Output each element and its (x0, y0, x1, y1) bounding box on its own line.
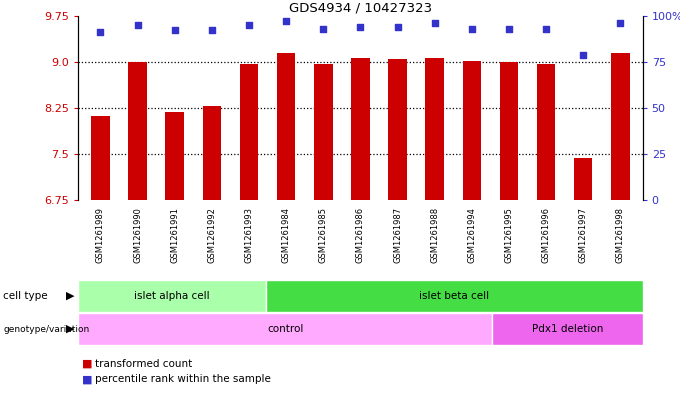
Bar (351, 58, 370, 200)
Point (355, 24, 366, 30)
Text: GSM1261984: GSM1261984 (282, 207, 290, 263)
Bar (462, 61, 481, 200)
Point (207, 28, 218, 34)
Text: cell type: cell type (3, 291, 48, 301)
Text: GSM1261994: GSM1261994 (467, 207, 476, 263)
Bar (277, 53, 295, 200)
Point (281, 18, 292, 24)
Text: GSM1261988: GSM1261988 (430, 207, 439, 263)
Bar (500, 62, 518, 200)
Text: GSM1261996: GSM1261996 (541, 207, 551, 263)
Point (466, 26, 477, 32)
Point (578, 51, 589, 58)
Text: GSM1261987: GSM1261987 (393, 207, 402, 263)
Text: GSM1261993: GSM1261993 (245, 207, 254, 263)
Bar (492, 313, 643, 345)
Point (243, 22, 254, 28)
Point (503, 26, 514, 32)
Text: islet beta cell: islet beta cell (420, 291, 490, 301)
Text: control: control (267, 324, 303, 334)
Text: islet alpha cell: islet alpha cell (135, 291, 210, 301)
Text: GSM1261989: GSM1261989 (96, 207, 105, 263)
Bar (129, 62, 147, 200)
Point (169, 28, 180, 34)
Bar (611, 53, 630, 200)
Bar (91, 116, 109, 200)
Text: GSM1261998: GSM1261998 (616, 207, 625, 263)
Bar (537, 64, 556, 200)
Bar (165, 112, 184, 200)
Text: GSM1261990: GSM1261990 (133, 207, 142, 263)
Bar (240, 64, 258, 200)
Text: transformed count: transformed count (95, 358, 192, 369)
Bar (388, 59, 407, 200)
Point (132, 22, 143, 28)
Bar (314, 64, 333, 200)
Title: GDS4934 / 10427323: GDS4934 / 10427323 (289, 2, 432, 15)
Point (541, 26, 551, 32)
Text: GSM1261985: GSM1261985 (319, 207, 328, 263)
Text: ■: ■ (82, 358, 92, 369)
Text: ▶: ▶ (66, 324, 74, 334)
Bar (426, 58, 444, 200)
Text: ■: ■ (82, 374, 92, 384)
Text: GSM1261991: GSM1261991 (170, 207, 180, 263)
Bar (78, 313, 492, 345)
Text: percentile rank within the sample: percentile rank within the sample (95, 374, 271, 384)
Bar (78, 280, 267, 312)
Point (429, 20, 440, 26)
Point (615, 20, 626, 26)
Text: Pdx1 deletion: Pdx1 deletion (532, 324, 603, 334)
Text: GSM1261986: GSM1261986 (356, 207, 365, 263)
Text: GSM1261997: GSM1261997 (579, 207, 588, 263)
Text: GSM1261992: GSM1261992 (207, 207, 216, 263)
Point (95, 29, 106, 35)
Point (318, 26, 328, 32)
Bar (203, 106, 221, 200)
Text: ▶: ▶ (66, 291, 74, 301)
Text: GSM1261995: GSM1261995 (505, 207, 513, 263)
Bar (574, 158, 592, 200)
Bar (267, 280, 643, 312)
Point (392, 24, 403, 30)
Text: genotype/variation: genotype/variation (3, 325, 90, 334)
